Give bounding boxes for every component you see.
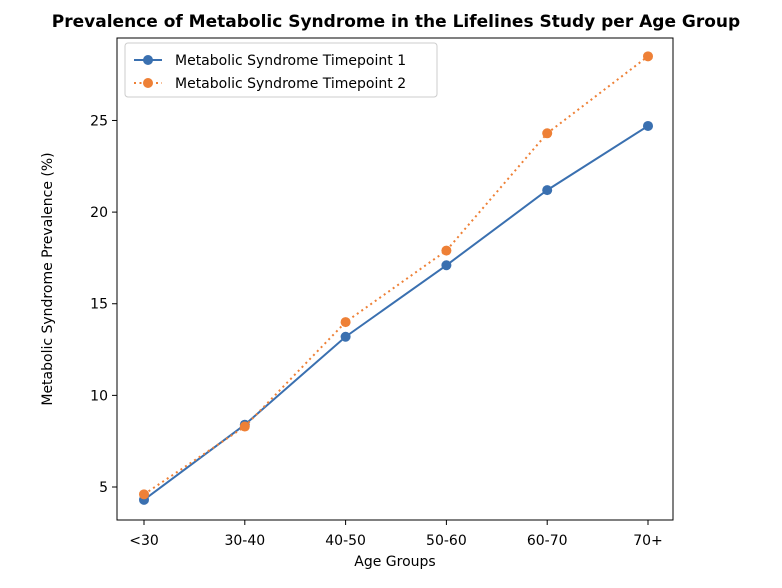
x-tick-label: 70+ (633, 533, 663, 549)
series-line-2 (143, 55, 649, 496)
series-layer (139, 51, 653, 505)
y-tick-label: 20 (90, 205, 108, 221)
y-axis: 5 10 15 20 25 (90, 113, 117, 496)
y-axis-label: Metabolic Syndrome Prevalence (%) (40, 152, 56, 405)
legend-marker-2 (143, 78, 153, 88)
series-1-point (340, 331, 351, 342)
series-2-point (340, 317, 351, 328)
y-tick-label: 10 (90, 388, 108, 404)
x-tick-label: 40-50 (325, 533, 366, 549)
series-2-point (239, 421, 250, 432)
series-2-point (441, 245, 452, 256)
x-tick-label: 50-60 (426, 533, 467, 549)
series-1-point (542, 185, 553, 196)
legend: Metabolic Syndrome Timepoint 1 Metabolic … (124, 42, 438, 98)
series-2-point (139, 489, 149, 500)
chart-title: Prevalence of Metabolic Syndrome in the … (52, 12, 740, 32)
series-1-point (643, 120, 653, 131)
legend-marker-1 (143, 55, 153, 65)
y-tick-label: 25 (90, 113, 108, 129)
x-axis: <30 30-40 40-50 50-60 60-70 70+ (129, 520, 663, 549)
y-tick-label: 15 (90, 297, 108, 313)
plot-area-frame (116, 37, 674, 521)
series-1-point (441, 260, 452, 271)
y-tick-label: 5 (99, 480, 108, 496)
series-2-point (542, 128, 553, 139)
legend-box (124, 42, 438, 98)
series-2-point (643, 51, 653, 62)
legend-label-1: Metabolic Syndrome Timepoint 1 (175, 53, 406, 69)
x-tick-label: 60-70 (527, 533, 568, 549)
legend-label-2: Metabolic Syndrome Timepoint 2 (175, 76, 406, 92)
x-axis-label: Age Groups (354, 554, 435, 570)
x-tick-label: 30-40 (224, 533, 265, 549)
series-line-1 (143, 125, 649, 501)
x-tick-label: <30 (129, 533, 159, 549)
